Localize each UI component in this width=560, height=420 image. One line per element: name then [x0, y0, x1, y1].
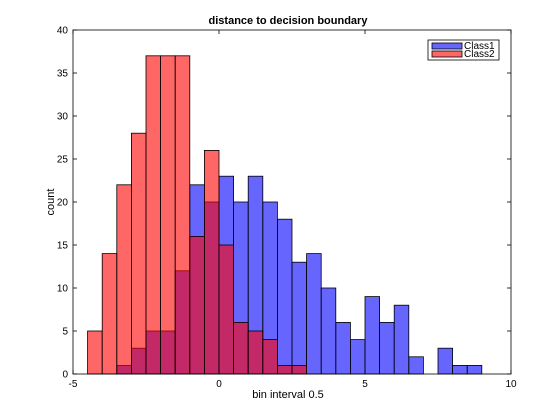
class2-bar-4 [145, 55, 162, 375]
class2-bar-5 [160, 55, 176, 375]
class2-bar-0 [87, 330, 103, 375]
class2-bar-14 [291, 364, 308, 375]
y-tick-label-7: 35 [57, 69, 69, 80]
class1-bar-20 [408, 356, 424, 375]
x-axis-label: bin interval 0.5 [252, 389, 324, 401]
class2-bar-6 [174, 55, 191, 375]
class1-bar-24 [466, 364, 483, 375]
class1-bar-22 [437, 347, 454, 375]
y-tick-label-1: 5 [62, 327, 68, 338]
class2-bar-1 [101, 253, 118, 375]
chart-title: distance to decision boundary [209, 15, 369, 27]
class2-bar-8 [203, 149, 220, 375]
class1-bar-19 [393, 304, 410, 375]
class2-bar-3 [130, 132, 147, 375]
bars-group [87, 55, 483, 375]
class1-bar-18 [379, 321, 395, 375]
x-tick-label-1: 0 [216, 379, 222, 390]
class1-bar-23 [452, 364, 468, 375]
class2-legend-label: Class2 [464, 49, 495, 60]
class1-bar-11 [276, 218, 293, 375]
class2-bar-9 [218, 244, 234, 375]
class1-bar-17 [364, 296, 380, 375]
y-tick-label-8: 40 [57, 26, 69, 37]
x-tick-label-0: -5 [69, 379, 78, 390]
y-tick-label-4: 20 [57, 198, 69, 209]
y-tick-label-6: 30 [57, 112, 69, 123]
y-tick-label-5: 25 [57, 155, 69, 166]
class1-bar-14 [320, 287, 337, 375]
class1-bar-16 [349, 339, 366, 375]
class2-bar-10 [233, 321, 249, 375]
class2-bar-7 [189, 235, 205, 375]
y-tick-label-3: 15 [57, 241, 69, 252]
class2-bar-12 [262, 339, 278, 375]
class1-bar-13 [306, 253, 322, 375]
class1-bar-15 [335, 321, 351, 375]
class2-bar-11 [247, 330, 264, 375]
class1-legend-label: Class1 [464, 41, 495, 52]
class2-bar-13 [276, 364, 293, 375]
x-tick-label-3: 10 [505, 379, 517, 390]
class2-legend-swatch [431, 50, 463, 58]
class1-bar-12 [291, 261, 308, 375]
x-tick-label-2: 5 [362, 379, 368, 390]
class2-bar-2 [116, 184, 132, 375]
y-tick-label-0: 0 [62, 370, 68, 381]
y-axis-label: count [45, 189, 57, 216]
y-tick-label-2: 10 [57, 284, 69, 295]
class1-legend-swatch [431, 42, 463, 50]
